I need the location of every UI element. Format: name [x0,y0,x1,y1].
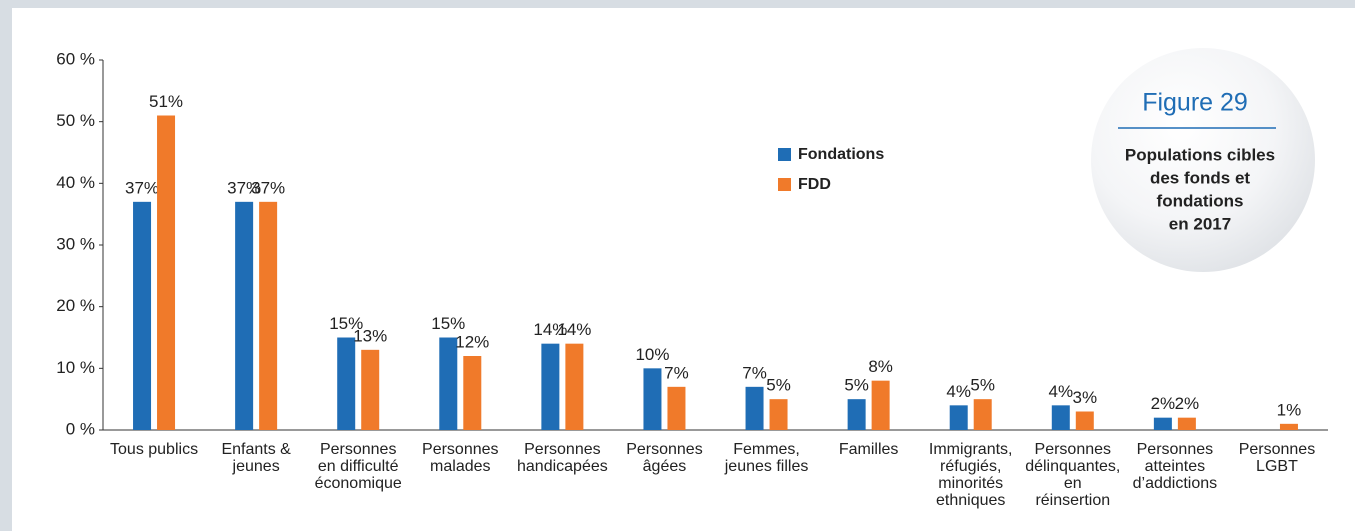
bar [337,337,356,430]
value-label: 5% [844,376,869,395]
value-label: 51% [149,92,183,111]
value-label: 12% [455,332,489,351]
y-tick-label: 50 % [56,111,95,130]
legend-label: FDD [798,176,831,193]
badge-text: fondations [1157,191,1244,210]
badge-text: des fonds et [1150,168,1250,187]
bar [643,368,662,430]
value-label: 15% [329,314,363,333]
x-tick-label: d’addictions [1133,475,1218,492]
bar [235,201,254,430]
x-tick-label: Personnes [1137,441,1214,458]
value-label: 37% [227,178,261,197]
x-tick-label: ethniques [936,492,1005,509]
value-label: 5% [766,376,791,395]
bar [1177,417,1196,430]
x-tick-label: Familles [839,441,899,458]
bar [541,343,560,430]
x-tick-label: Personnes [626,441,703,458]
x-tick-label: en [1064,475,1082,492]
x-tick-label: atteintes [1145,458,1205,475]
legend-swatch [778,178,791,191]
x-tick-label: réfugiés, [940,458,1001,475]
x-tick-label: Tous publics [110,441,198,458]
bar [949,405,968,430]
badge-text: en 2017 [1169,214,1231,233]
badge-text: Populations cibles [1125,145,1275,164]
value-label: 4% [1049,382,1074,401]
legend-label: Fondations [798,146,884,163]
badge-title: Figure 29 [1142,89,1248,117]
bar [871,380,890,430]
x-tick-label: jeunes filles [724,458,809,475]
value-label: 5% [970,376,995,395]
bar [361,349,380,430]
bar [565,343,584,430]
value-label: 8% [868,357,893,376]
value-label: 7% [664,363,689,382]
value-label: 14% [533,320,567,339]
bar [1075,411,1094,430]
value-label: 14% [557,320,591,339]
value-label: 3% [1073,388,1098,407]
value-label: 37% [125,178,159,197]
bar [439,337,458,430]
x-tick-label: réinsertion [1035,492,1110,509]
x-tick-label: malades [430,458,490,475]
x-tick-label: Personnes [524,441,601,458]
bar [973,399,992,430]
value-label: 13% [353,326,387,345]
x-tick-label: minorités [938,475,1003,492]
x-tick-label: en difficulté [318,458,399,475]
bar [769,399,788,430]
bar [1051,405,1070,430]
bar [745,386,764,430]
bar [847,399,866,430]
x-tick-label: âgées [643,458,687,475]
x-tick-label: délinquantes, [1025,458,1120,475]
x-tick-label: Personnes [320,441,397,458]
bar [1153,417,1172,430]
x-tick-label: Personnes [1239,441,1316,458]
y-tick-label: 20 % [56,296,95,315]
x-tick-label: Immigrants, [929,441,1013,458]
bar [667,386,686,430]
value-label: 4% [946,382,971,401]
value-label: 15% [431,314,465,333]
x-tick-label: économique [315,475,402,492]
y-tick-label: 60 % [56,49,95,68]
x-tick-label: Femmes, [733,441,800,458]
bar [1279,423,1298,430]
bar [463,356,482,430]
x-tick-label: Personnes [1035,441,1112,458]
y-tick-label: 40 % [56,173,95,192]
y-tick-label: 30 % [56,234,95,253]
legend-swatch [778,148,791,161]
value-label: 37% [251,178,285,197]
y-tick-label: 0 % [66,419,95,438]
bar [157,115,176,430]
x-tick-label: LGBT [1256,458,1298,475]
x-tick-label: jeunes [232,458,280,475]
value-label: 10% [635,345,669,364]
y-tick-label: 10 % [56,358,95,377]
x-tick-label: handicapées [517,458,608,475]
bar [133,201,152,430]
x-tick-label: Enfants & [221,441,291,458]
x-tick-label: Personnes [422,441,499,458]
value-label: 1% [1277,400,1302,419]
badge [1091,48,1315,272]
value-label: 2% [1151,394,1176,413]
value-label: 2% [1175,394,1200,413]
value-label: 7% [742,363,767,382]
bar [259,201,278,430]
